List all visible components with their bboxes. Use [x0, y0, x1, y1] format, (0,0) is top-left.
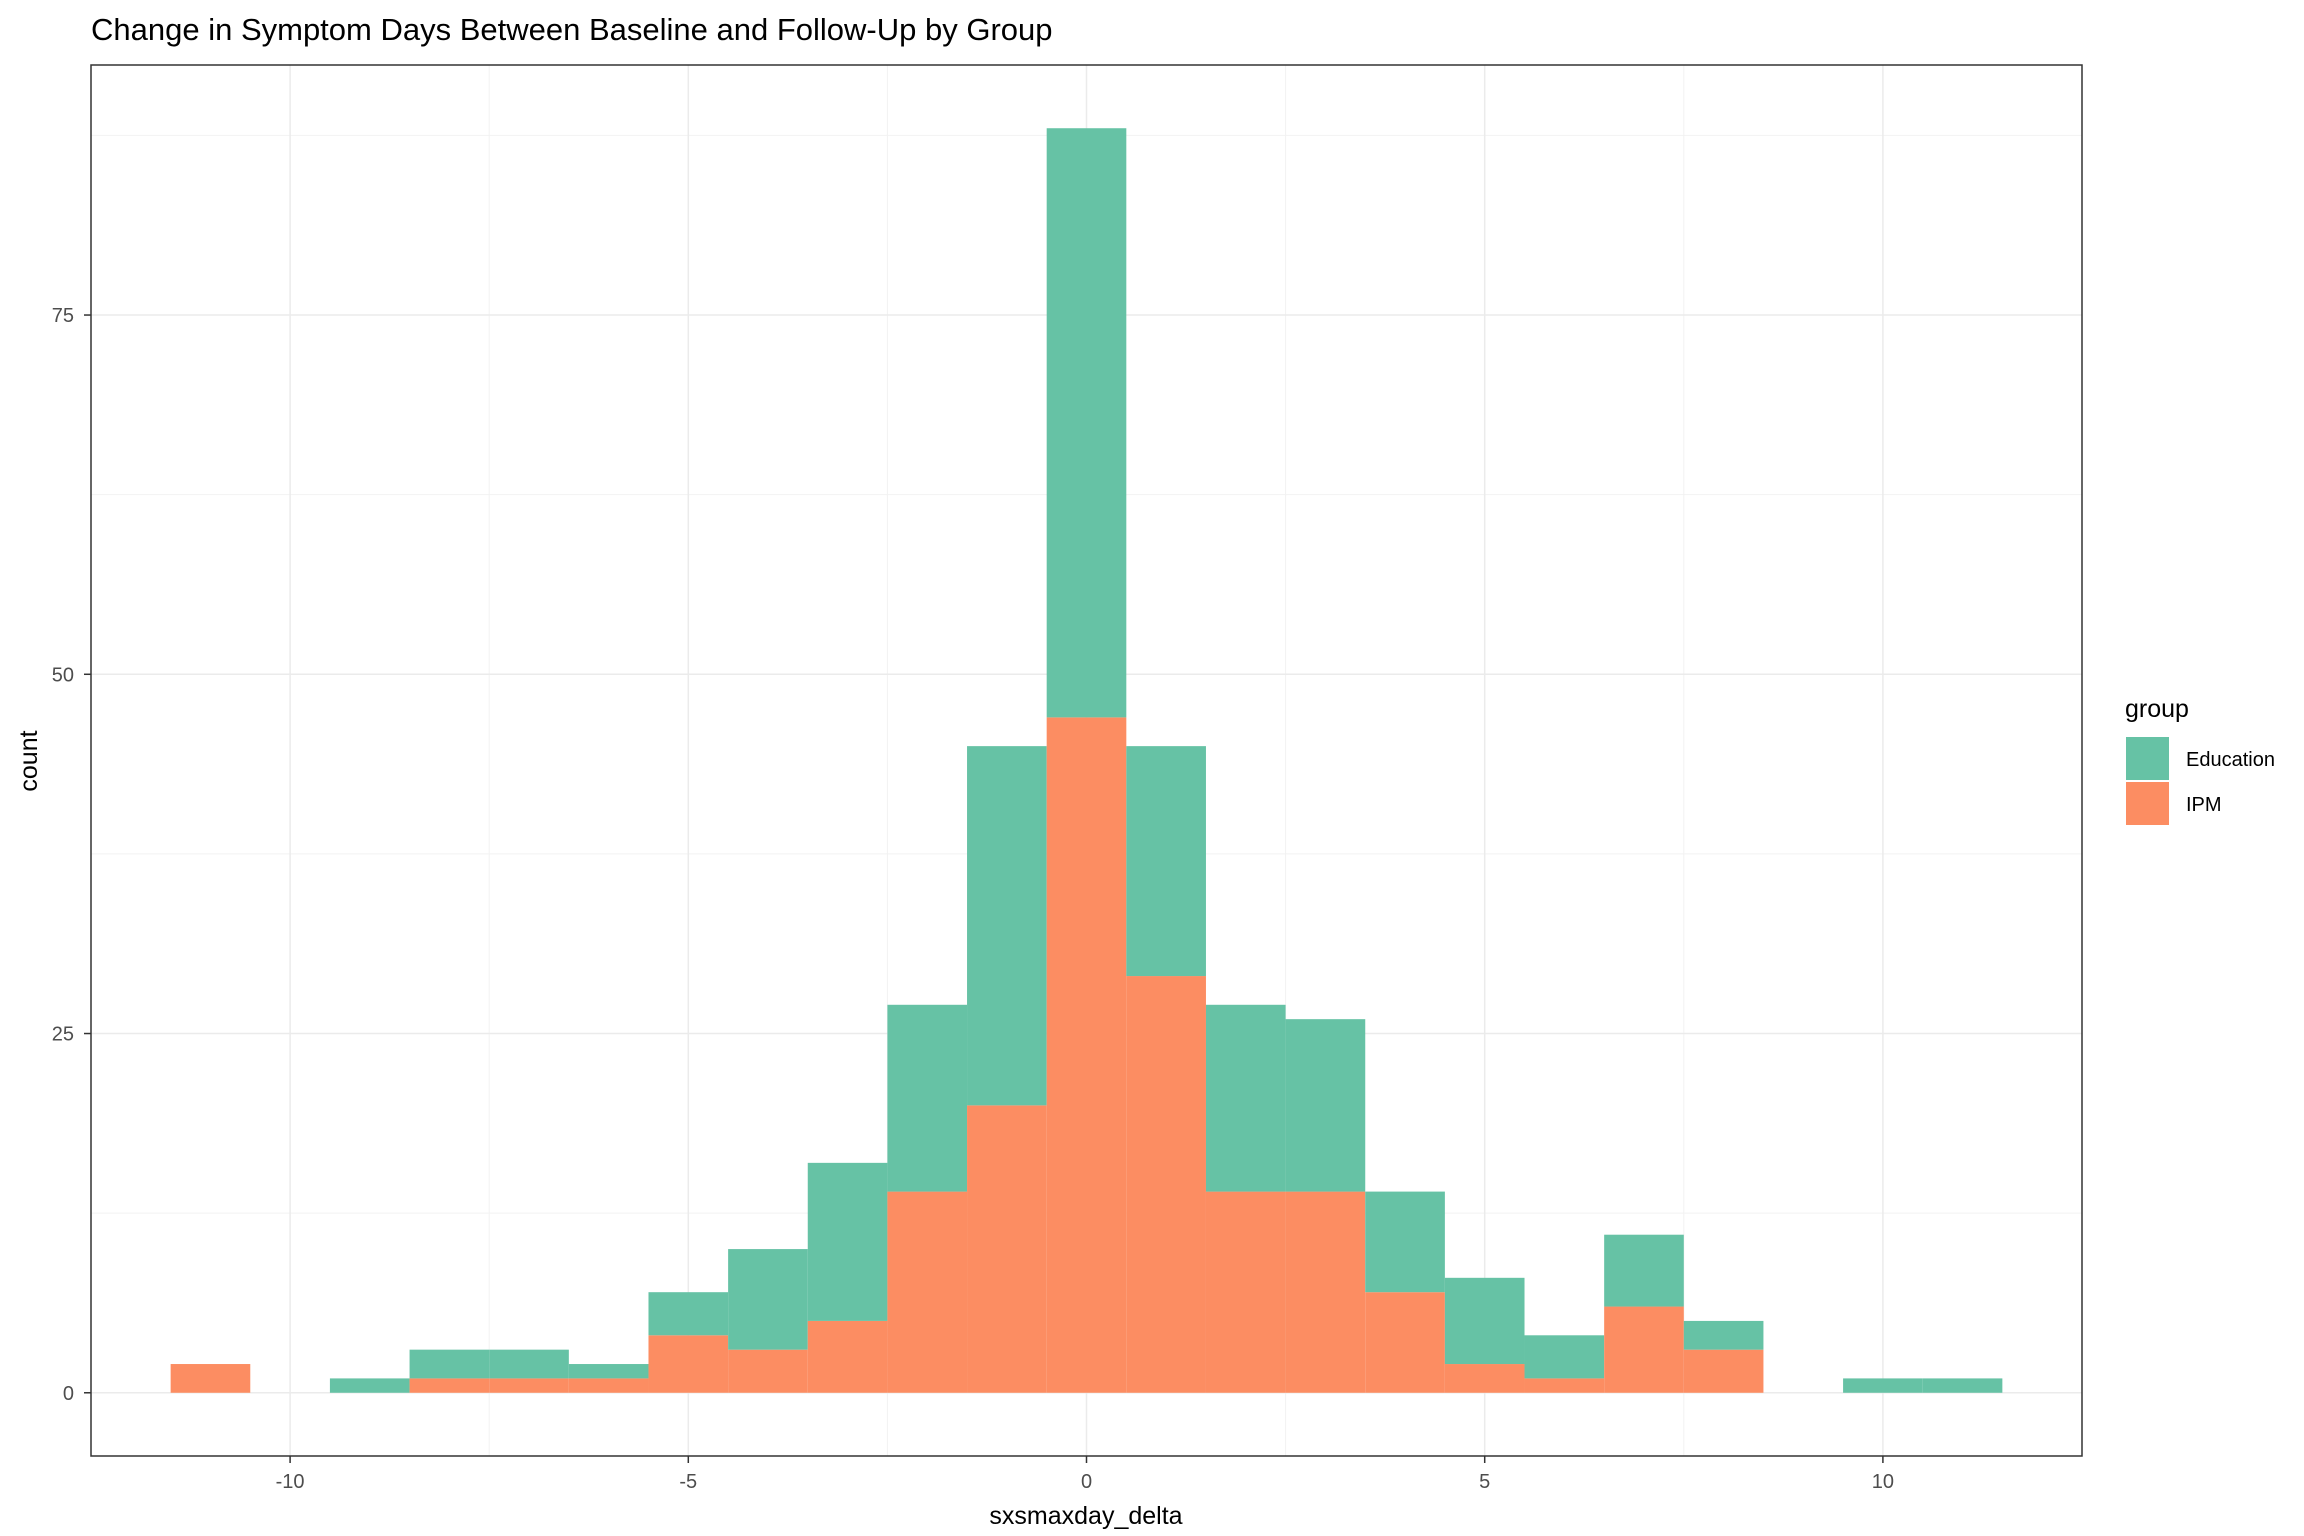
legend-label-ipm: IPM: [2186, 794, 2222, 816]
x-tick-label: 10: [1872, 1471, 1894, 1493]
bar-ipm: [1285, 1191, 1366, 1393]
legend-label-education: Education: [2186, 749, 2275, 771]
bar-education: [1205, 1004, 1286, 1192]
bar-ipm: [409, 1378, 490, 1393]
bar-ipm: [170, 1364, 251, 1393]
bar-education: [409, 1349, 490, 1379]
bar-ipm: [1524, 1378, 1605, 1393]
bar-education: [1046, 128, 1127, 718]
bar-ipm: [1205, 1191, 1286, 1393]
y-tick-label: 25: [52, 1024, 74, 1046]
bar-ipm: [1604, 1306, 1684, 1393]
bar-ipm: [728, 1349, 808, 1393]
bar-education: [489, 1349, 569, 1379]
bar-education: [1285, 1019, 1366, 1192]
bar-education: [1843, 1378, 1923, 1393]
bar-education: [329, 1378, 410, 1393]
x-axis-title: sxsmaxday_delta: [989, 1502, 1182, 1530]
bar-ipm: [489, 1378, 569, 1393]
chart-title: Change in Symptom Days Between Baseline …: [91, 12, 1052, 47]
legend: group Education IPM: [2125, 695, 2275, 825]
bar-education: [1604, 1234, 1684, 1307]
bar-ipm: [1365, 1292, 1445, 1393]
bar-ipm: [1683, 1349, 1764, 1393]
bar-ipm: [1126, 976, 1206, 1393]
legend-swatch-education: [2126, 737, 2169, 780]
bar-education: [807, 1162, 888, 1321]
y-tick-label: 75: [52, 305, 74, 327]
x-axis: -10 -5 0 5 10: [276, 1456, 1894, 1493]
bar-education: [1444, 1277, 1525, 1365]
bar-ipm: [648, 1335, 729, 1393]
x-tick-label: 0: [1081, 1471, 1092, 1493]
bar-education: [1524, 1335, 1605, 1379]
y-tick-label: 50: [52, 664, 74, 686]
bar-education: [728, 1249, 808, 1350]
bar-education: [887, 1004, 968, 1192]
bar-education: [568, 1364, 649, 1379]
bar-ipm: [967, 1105, 1047, 1393]
legend-title: group: [2125, 695, 2189, 723]
bar-ipm: [568, 1378, 649, 1393]
bar-ipm: [1046, 717, 1127, 1393]
bar-ipm: [807, 1320, 888, 1393]
bar-ipm: [1444, 1364, 1525, 1393]
bar-education: [1922, 1378, 2003, 1393]
bar-education: [1126, 746, 1206, 977]
legend-swatch-ipm: [2126, 782, 2169, 825]
x-tick-label: 5: [1479, 1471, 1490, 1493]
bar-education: [1365, 1191, 1445, 1293]
bar-education: [648, 1292, 729, 1336]
x-tick-label: -10: [276, 1471, 305, 1493]
bar-ipm: [887, 1191, 968, 1393]
y-axis-title: count: [15, 730, 43, 791]
bar-education: [967, 746, 1047, 1106]
y-tick-label: 0: [63, 1383, 74, 1405]
y-axis: 0 25 50 75: [52, 305, 91, 1405]
histogram-bars: [170, 128, 2003, 1393]
bar-education: [1683, 1320, 1764, 1350]
x-tick-label: -5: [679, 1471, 697, 1493]
